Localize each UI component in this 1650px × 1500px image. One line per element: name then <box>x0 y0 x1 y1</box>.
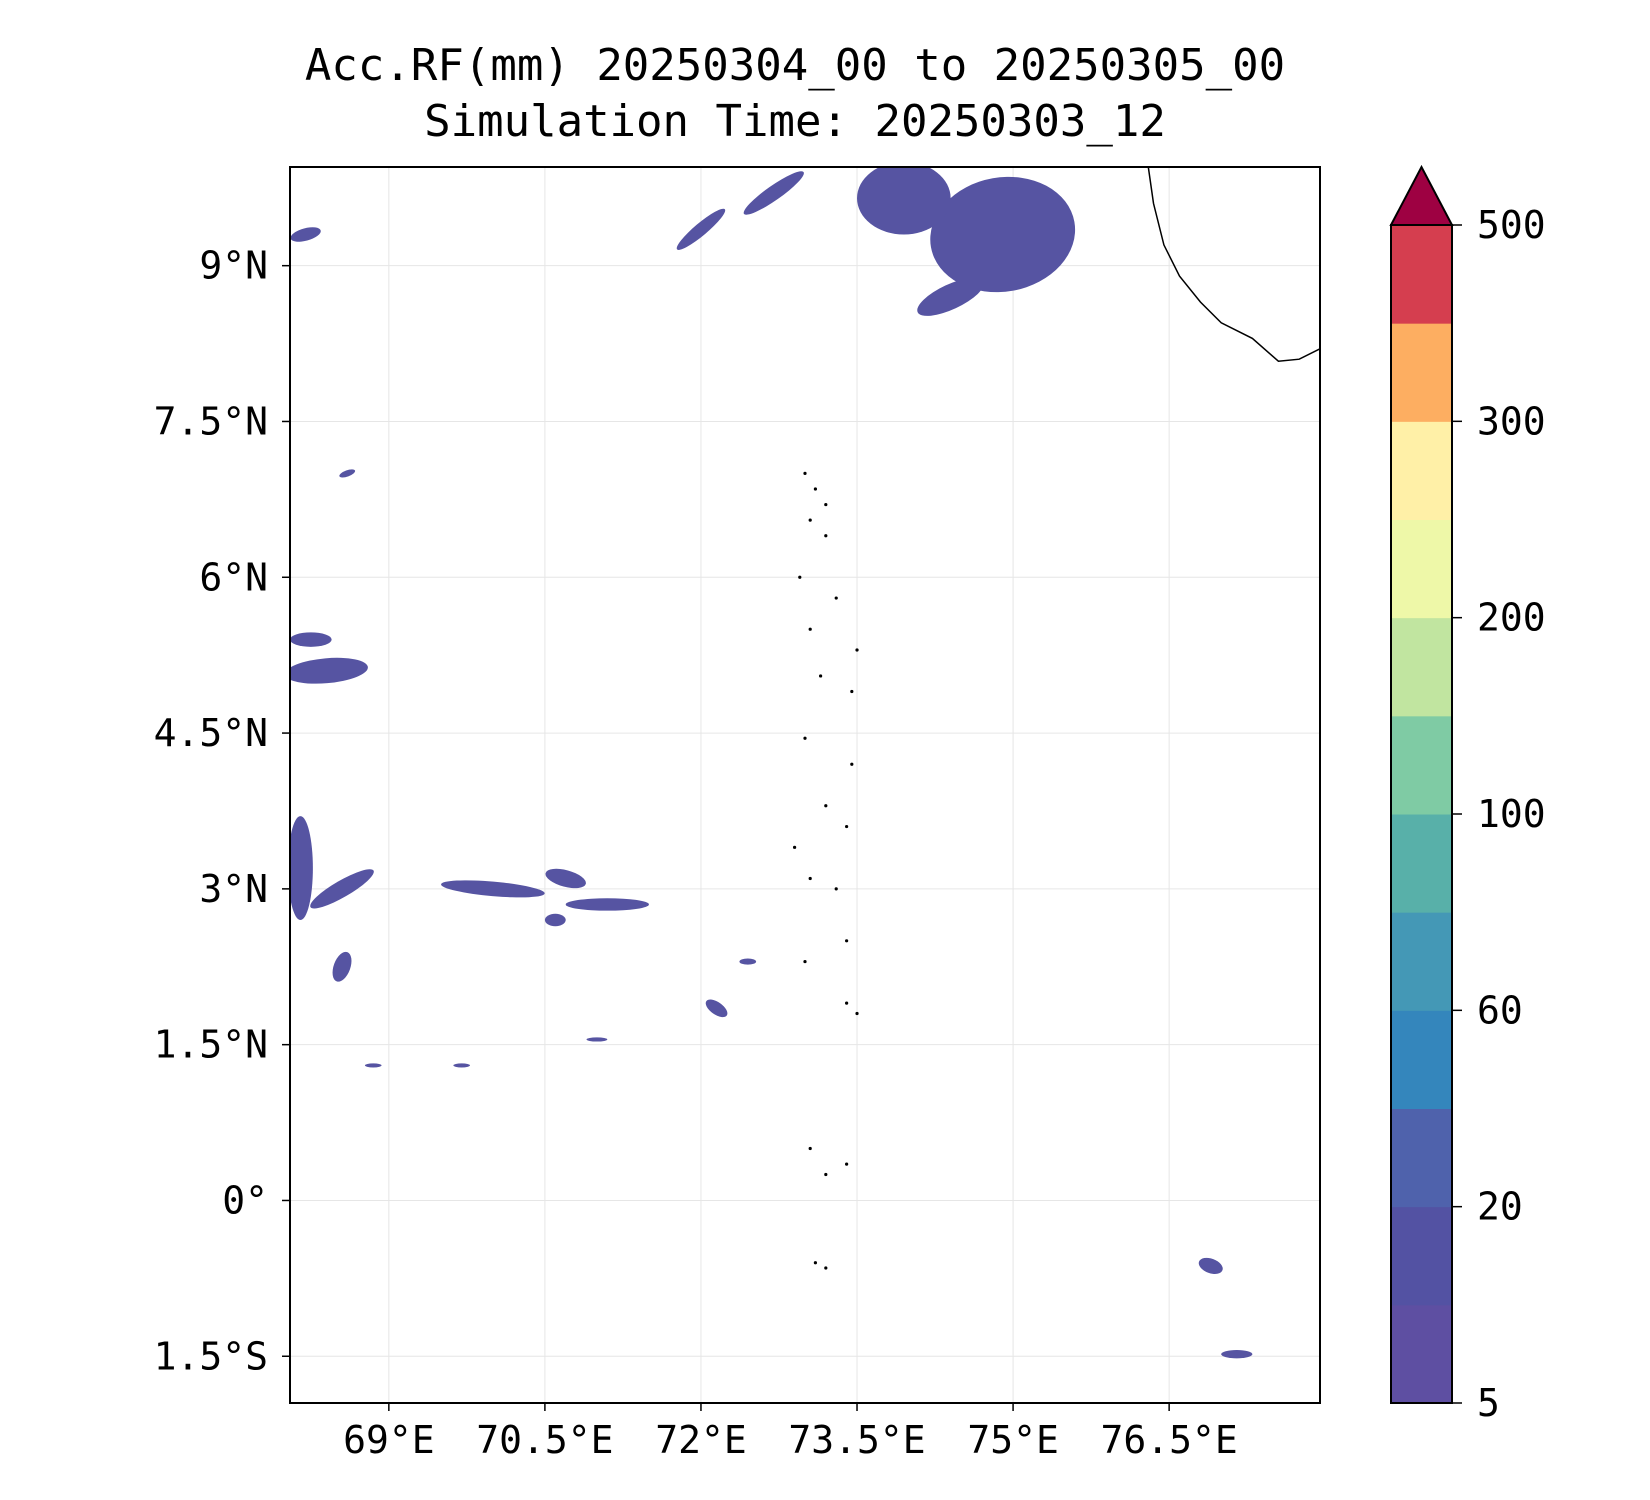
x-tick-label: 72°E <box>655 1418 747 1462</box>
colorbar-tick-label: 5 <box>1477 1381 1500 1425</box>
rainfall-patch <box>857 167 951 235</box>
island-dot <box>824 502 828 507</box>
rainfall-patch <box>586 1037 608 1042</box>
island-dot <box>845 1162 849 1166</box>
island-dot <box>808 1146 812 1151</box>
colorbar: 5 20 60 100 200 300 500 <box>1389 164 1546 1425</box>
colorbar-segment <box>1391 1304 1452 1404</box>
title-line-2: Simulation Time: 20250303_12 <box>424 96 1166 147</box>
island-dot <box>803 471 807 476</box>
colorbar-segment <box>1391 617 1452 717</box>
map-title: Acc.RF(mm) 20250304_00 to 20250305_00 Si… <box>0 38 1590 150</box>
island-dot <box>803 736 807 740</box>
y-tick-label: 1.5°N <box>154 1023 268 1067</box>
island-dot <box>808 627 812 631</box>
rainfall-patch <box>453 1063 470 1068</box>
y-tick-label: 6°N <box>199 555 268 599</box>
island-dot <box>808 518 812 522</box>
colorbar-tick-label: 500 <box>1477 203 1546 247</box>
y-tick-label: 3°N <box>199 867 268 911</box>
rainfall-patch <box>705 999 728 1018</box>
colorbar-segment <box>1391 715 1452 815</box>
rainfall-patch <box>545 868 586 889</box>
colorbar-segment <box>1391 225 1452 324</box>
colorbar-segment <box>1391 912 1452 1011</box>
rainfall-patch <box>917 277 985 316</box>
island-dot <box>855 1011 859 1016</box>
rainfall-patch <box>290 227 321 242</box>
colorbar-segment <box>1391 1108 1452 1208</box>
x-tick-label: 69°E <box>343 1418 435 1462</box>
y-tick-label: 4.5°N <box>154 711 268 755</box>
rainfall-patch <box>441 880 545 898</box>
colorbar-segment <box>1391 1010 1452 1109</box>
colorbar-segment <box>1391 1206 1452 1306</box>
island-dot <box>819 674 823 678</box>
rainfall-patch <box>676 208 726 250</box>
colorbar-extend-arrow <box>1389 164 1454 226</box>
colorbar-tick-label: 200 <box>1477 596 1546 640</box>
island-dot <box>855 648 859 652</box>
island-dot <box>803 959 807 964</box>
coastline-india <box>1147 167 1320 362</box>
island-dot <box>845 939 849 943</box>
map-frame <box>289 166 1321 1404</box>
y-tick-label: 7.5°N <box>154 399 268 443</box>
rainfall-patch <box>310 869 374 909</box>
colorbar-tick-label: 300 <box>1477 399 1546 443</box>
x-tick-label: 75°E <box>967 1418 1059 1462</box>
island-dot <box>824 1266 828 1270</box>
colorbar-segment <box>1391 421 1452 520</box>
island-dot <box>792 845 797 849</box>
rainfall-patch <box>930 176 1076 293</box>
rainfall-patch <box>1221 1350 1253 1359</box>
rainfall-patch <box>1198 1257 1223 1274</box>
island-dot <box>834 596 838 600</box>
island-dot <box>824 804 828 808</box>
island-dot <box>813 487 818 491</box>
y-tick-label: 0° <box>222 1178 268 1222</box>
y-tick-label: 1.5°S <box>154 1334 268 1378</box>
rainfall-patch <box>290 632 332 647</box>
island-dot <box>845 824 849 829</box>
colorbar-tick-label: 60 <box>1477 988 1523 1032</box>
island-dot <box>834 887 838 891</box>
x-tick-label: 73.5°E <box>788 1418 925 1462</box>
rainfall-patch <box>565 898 649 911</box>
rainfall-patch <box>339 469 356 478</box>
colorbar-segment <box>1391 519 1452 619</box>
rainfall-field <box>290 167 1320 1359</box>
colorbar-tick-label: 20 <box>1477 1185 1523 1229</box>
title-line-1: Acc.RF(mm) 20250304_00 to 20250305_00 <box>304 40 1286 91</box>
colorbar-segment <box>1391 323 1452 422</box>
x-tick-label: 76.5°E <box>1101 1418 1238 1462</box>
rainfall-patch <box>290 816 313 921</box>
y-tick-label: 9°N <box>199 244 268 288</box>
x-tick-label: 70.5°E <box>476 1418 613 1462</box>
rainfall-patch <box>290 657 368 684</box>
rainfall-patch <box>544 913 566 927</box>
colorbar-tick-label: 100 <box>1477 792 1546 836</box>
rainfall-patch <box>743 171 804 215</box>
island-dot <box>850 762 854 766</box>
rainfall-patch <box>739 958 757 965</box>
colorbar-segment <box>1391 814 1452 913</box>
island-dot <box>850 689 854 694</box>
island-dot <box>798 575 802 579</box>
island-dot <box>813 1261 818 1265</box>
island-dot <box>824 534 828 538</box>
map-plot-area: 69°E 70.5°E 72°E 73.5°E 75°E 76.5°E 9°N 7.5°N 6°… <box>154 166 1321 1462</box>
rainfall-patch <box>332 951 352 982</box>
island-dot <box>845 1001 849 1005</box>
rainfall-patch <box>364 1063 382 1068</box>
island-dot <box>824 1172 828 1177</box>
island-dot <box>808 876 812 881</box>
